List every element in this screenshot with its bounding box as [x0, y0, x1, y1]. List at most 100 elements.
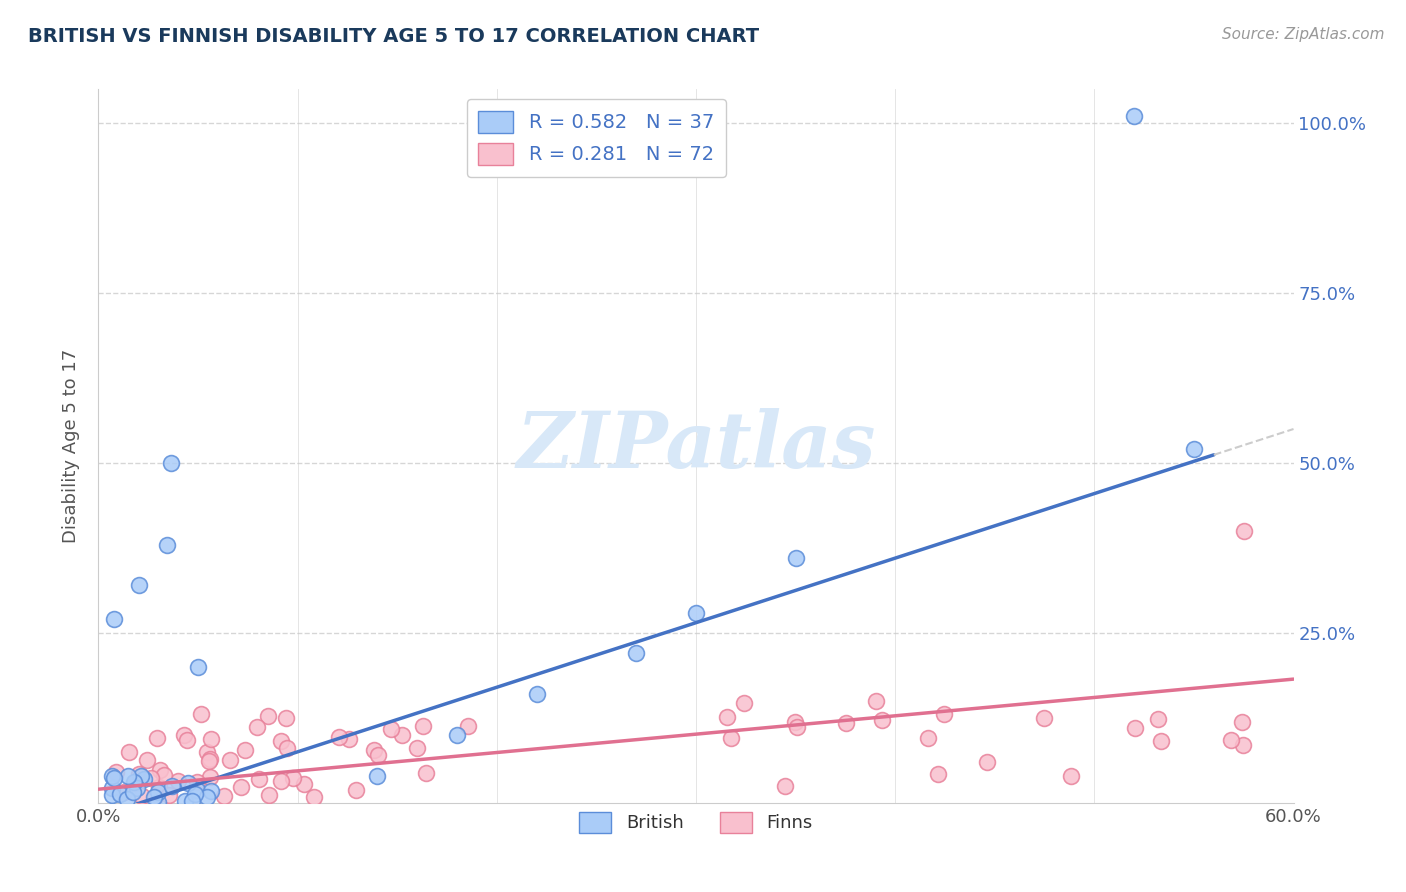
Point [186, 774, 208, 789]
Point [865, 694, 887, 708]
Point [786, 720, 808, 734]
Point [219, 754, 242, 768]
Point [932, 706, 955, 721]
Point [276, 711, 298, 725]
Point [198, 752, 221, 766]
Text: ZIPatlas: ZIPatlas [516, 408, 876, 484]
Point [101, 788, 124, 802]
Point [101, 769, 124, 783]
Point [148, 785, 170, 799]
Point [131, 789, 153, 803]
Point [927, 766, 949, 780]
Point [200, 784, 222, 798]
Point [302, 789, 325, 804]
Point [283, 771, 305, 785]
Point [733, 696, 755, 710]
Point [363, 743, 385, 757]
Point [167, 774, 190, 789]
Point [148, 780, 170, 795]
Point [720, 731, 742, 746]
Point [246, 720, 269, 734]
Point [117, 746, 139, 760]
Point [1060, 769, 1083, 783]
Point [186, 782, 208, 797]
Point [380, 722, 402, 736]
Point [785, 551, 807, 566]
Point [184, 787, 207, 801]
Point [149, 763, 172, 777]
Point [134, 772, 156, 786]
Point [103, 772, 125, 786]
Point [122, 775, 145, 789]
Point [173, 728, 195, 742]
Point [136, 753, 159, 767]
Point [153, 768, 176, 782]
Point [391, 728, 413, 742]
Point [1150, 733, 1173, 747]
Point [143, 789, 166, 804]
Point [257, 709, 280, 723]
Point [835, 716, 858, 731]
Point [146, 731, 169, 745]
Point [1230, 715, 1253, 730]
Legend: British, Finns: British, Finns [568, 801, 824, 844]
Point [1033, 711, 1056, 725]
Point [292, 777, 315, 791]
Point [214, 789, 236, 804]
Point [367, 748, 389, 763]
Point [128, 578, 150, 592]
Point [526, 687, 548, 701]
Point [173, 794, 195, 808]
Text: BRITISH VS FINNISH DISABILITY AGE 5 TO 17 CORRELATION CHART: BRITISH VS FINNISH DISABILITY AGE 5 TO 1… [28, 27, 759, 45]
Point [177, 776, 200, 790]
Point [124, 776, 146, 790]
Point [108, 787, 131, 801]
Point [160, 456, 183, 470]
Point [1147, 712, 1170, 726]
Point [337, 731, 360, 746]
Point [195, 745, 218, 759]
Point [1219, 733, 1241, 747]
Point [446, 728, 468, 742]
Point [685, 606, 707, 620]
Point [1232, 739, 1254, 753]
Point [1233, 524, 1256, 538]
Point [200, 770, 222, 784]
Point [870, 713, 893, 727]
Point [1123, 109, 1146, 123]
Point [716, 710, 738, 724]
Point [142, 789, 165, 804]
Point [233, 742, 256, 756]
Point [976, 756, 998, 770]
Point [257, 788, 280, 802]
Point [270, 774, 292, 789]
Point [139, 771, 162, 785]
Point [156, 537, 179, 551]
Point [773, 779, 796, 793]
Point [1182, 442, 1205, 457]
Point [366, 769, 388, 783]
Point [270, 733, 292, 747]
Point [247, 772, 270, 787]
Point [415, 766, 437, 780]
Point [198, 754, 221, 768]
Point [406, 740, 429, 755]
Point [129, 769, 152, 783]
Point [181, 794, 204, 808]
Text: Source: ZipAtlas.com: Source: ZipAtlas.com [1222, 27, 1385, 42]
Point [1123, 721, 1146, 735]
Point [157, 788, 180, 802]
Point [162, 779, 184, 793]
Y-axis label: Disability Age 5 to 17: Disability Age 5 to 17 [62, 349, 80, 543]
Point [328, 730, 350, 744]
Point [176, 733, 198, 747]
Point [276, 740, 298, 755]
Point [917, 731, 939, 745]
Point [101, 780, 124, 795]
Point [127, 781, 149, 796]
Point [195, 789, 218, 804]
Point [626, 646, 648, 660]
Point [412, 719, 434, 733]
Point [122, 785, 145, 799]
Point [112, 784, 135, 798]
